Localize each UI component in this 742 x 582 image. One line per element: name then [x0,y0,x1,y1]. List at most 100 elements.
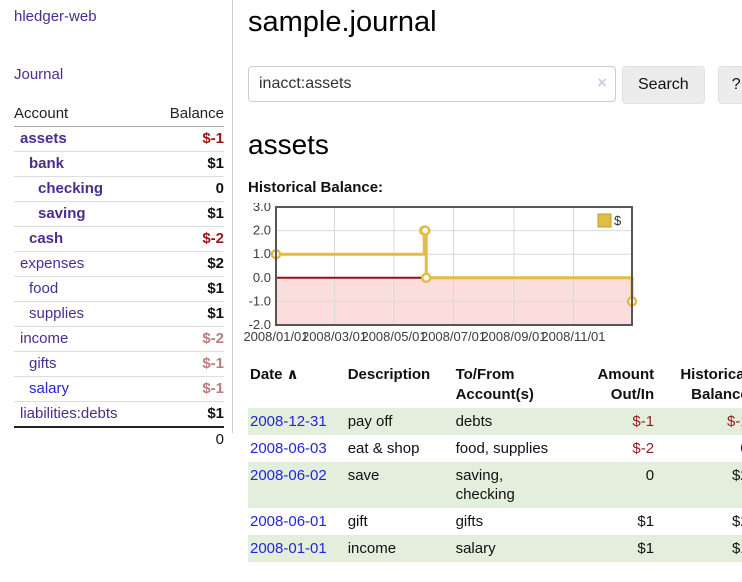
account-balance: $1 [151,401,224,428]
account-balance: $-1 [151,351,224,377]
account-link[interactable]: food [29,280,59,297]
sidebar: hledger-web Journal Account Balance asse… [0,0,233,452]
account-link[interactable]: salary [29,380,70,397]
accounts-table: Account Balance assets $-1 bank $1 checking 0… [14,102,224,452]
transaction-balance: 0 [660,435,742,462]
transaction-balance: $1 [732,540,742,557]
account-link[interactable]: liabilities:debts [20,405,118,422]
transaction-balance: $2 [732,513,742,530]
account-balance: $-1 [151,126,224,152]
chart-title: Historical Balance: [248,179,384,196]
transaction-description: gift [347,513,368,530]
account-name-cell: checking [14,176,152,202]
account-link[interactable]: assets [20,130,67,147]
account-name-cell: expenses [14,251,152,277]
help-button[interactable]: ? [717,66,742,104]
account-heading: assets [248,129,329,160]
app-title-link[interactable]: hledger-web [14,8,97,25]
page-title: sample.journal [248,6,437,38]
transaction-amount: $-2 [632,440,655,457]
account-name-cell: income [14,326,152,352]
transaction-row: 2008-06-01 gift gifts $1 $2 [248,508,742,535]
accounts-total-row: 0 [14,426,224,452]
search-input[interactable] [248,66,616,102]
account-link[interactable]: expenses [20,255,85,272]
transaction-row: 2008-12-31 pay off debts $-1 $-1 [248,408,742,435]
x-tick-label: 2008/05/01 [361,329,426,344]
historical-balance-chart: $3.0 2.0 1.0 0.0 -1.0 -2.02008/01/012008/03/0… [243,203,637,344]
sidebar-item-journal[interactable]: Journal [14,66,64,83]
account-name-cell: saving [14,201,152,227]
account-link[interactable]: cash [29,230,64,247]
account-name-cell: food [14,276,152,302]
legend-label: $ [614,213,622,228]
account-link[interactable]: saving [38,205,86,222]
transaction-amount: $-1 [632,413,655,430]
transaction-amount: $1 [637,513,655,530]
transactions-table-body: 2008-12-31 pay off debts $-1 $-1 2008-06-03 ea… [248,408,742,562]
account-name-cell: gifts [14,351,152,377]
account-link[interactable]: bank [29,155,65,172]
clear-search-icon[interactable]: × [597,73,607,92]
account-row: cash $-2 [14,226,224,252]
x-tick-label: 2008/09/01 [481,329,546,344]
transaction-balance: $2 [732,467,742,484]
transaction-date-link[interactable]: 2008-06-03 [250,440,327,457]
plot-border [275,206,633,326]
account-row: bank $1 [14,151,224,177]
column-header-amount: Amount Out/In [571,362,660,408]
account-name-cell: salary [14,376,152,402]
legend-swatch [597,213,612,228]
column-header-balance: Historical Balance [660,362,742,408]
account-row: gifts $-1 [14,351,224,377]
account-row: checking 0 [14,176,224,202]
account-row: food $1 [14,276,224,302]
account-link[interactable]: checking [38,180,104,197]
x-tick-label: 2008/03/01 [302,329,367,344]
account-balance: $1 [151,151,224,177]
transaction-description: income [347,540,397,557]
y-tick-label: -2.0 [249,317,271,332]
transaction-date-link[interactable]: 2008-12-31 [250,413,327,430]
transaction-row: 2008-06-02 save saving, checking 0 $2 [248,462,742,508]
account-link[interactable]: supplies [29,305,85,322]
account-balance: $-1 [151,376,224,402]
account-row: expenses $2 [14,251,224,277]
transactions-header-row: Date ∧ Description To/From Account(s) Amou… [248,362,742,408]
data-point-marker [419,225,431,236]
transaction-date-cell: 2008-01-01 [248,535,348,562]
transaction-date-link[interactable]: 2008-01-01 [250,540,327,557]
transaction-accounts: food, supplies [455,440,549,457]
account-name-cell: supplies [14,301,152,327]
accounts-total-value: 0 [151,426,224,452]
transaction-accounts: salary [455,540,496,557]
transaction-accounts: debts [455,413,493,430]
y-tick-label: 1.0 [253,246,271,261]
transaction-date-link[interactable]: 2008-06-02 [250,467,327,484]
y-tick-label: 3.0 [253,203,271,214]
account-row: income $-2 [14,326,224,352]
account-name-cell: bank [14,151,152,177]
column-header-date[interactable]: Date ∧ [248,362,348,408]
search-button[interactable]: Search [622,66,705,104]
x-tick-label: 2008/01/01 [243,329,308,344]
transaction-description: pay off [347,413,393,430]
accounts-header-account: Account [14,102,152,127]
balance-header-line2: Balance [691,386,742,403]
search-form: × Search ? [248,66,742,104]
column-header-description: Description [347,366,431,383]
transaction-date-link[interactable]: 2008-06-01 [250,513,327,530]
account-balance: $1 [151,301,224,327]
account-balance: $1 [151,201,224,227]
account-row: supplies $1 [14,301,224,327]
account-balance: $2 [151,251,224,277]
account-link[interactable]: gifts [29,355,57,372]
account-link[interactable]: income [20,330,69,347]
transaction-balance: $-1 [727,413,742,430]
accounts-table-body: assets $-1 bank $1 checking 0 saving $1 cash $-2 e… [14,126,224,452]
transaction-date-cell: 2008-06-01 [248,508,348,535]
transaction-row: 2008-06-03 eat & shop food, supplies $-2 0 [248,435,742,462]
page: hledger-web Journal Account Balance asse… [0,0,742,562]
chart-container: $3.0 2.0 1.0 0.0 -1.0 -2.0 2008/01/01 2008/03/0… [243,203,742,345]
date-header-label: Date [250,366,283,383]
